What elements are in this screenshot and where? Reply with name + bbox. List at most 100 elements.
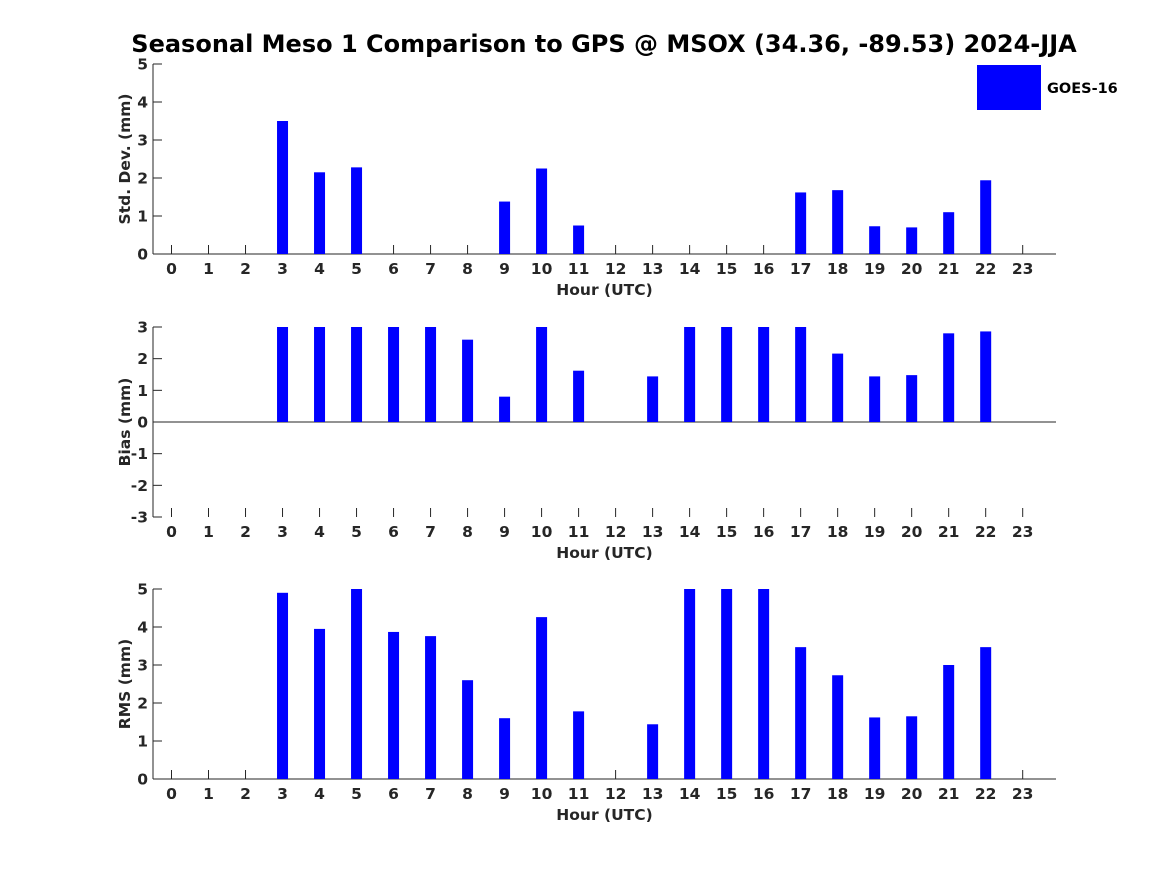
- x-tick-label: 15: [716, 785, 738, 803]
- x-tick-label: 22: [975, 523, 997, 541]
- y-tick-label: 0: [137, 246, 148, 264]
- x-tick-label: 6: [388, 260, 399, 278]
- x-tick-label: 15: [716, 260, 738, 278]
- x-tick-label: 1: [203, 523, 214, 541]
- x-tick-label: 12: [605, 523, 627, 541]
- x-tick-label: 20: [901, 523, 923, 541]
- y-tick-label: -3: [131, 509, 148, 527]
- x-tick-label: 2: [240, 523, 251, 541]
- bar-rms-hour-16: [758, 589, 770, 779]
- bar-bias-hour-10: [536, 327, 548, 422]
- bar-rms-hour-21: [943, 665, 955, 779]
- x-tick-label: 9: [499, 523, 510, 541]
- x-tick-label: 12: [605, 785, 627, 803]
- x-tick-label: 2: [240, 260, 251, 278]
- y-tick-label: 3: [137, 319, 148, 337]
- bar-bias-hour-13: [647, 376, 659, 422]
- x-tick-label: 17: [790, 523, 812, 541]
- y-tick-label: -2: [131, 477, 148, 495]
- y-tick-label: 4: [137, 619, 148, 637]
- legend-label: GOES-16: [1047, 81, 1118, 97]
- bar-bias-hour-5: [351, 327, 363, 422]
- bar-rms-hour-6: [388, 631, 400, 779]
- bar-rms-hour-19: [869, 717, 881, 779]
- x-tick-label: 18: [827, 785, 849, 803]
- bar-rms-hour-7: [425, 636, 437, 779]
- x-tick-label: 8: [462, 785, 473, 803]
- x-tick-label: 19: [864, 785, 886, 803]
- x-tick-label: 23: [1012, 523, 1034, 541]
- bar-bias-hour-18: [832, 353, 844, 422]
- x-tick-label: 22: [975, 785, 997, 803]
- y-tick-label: 5: [137, 56, 148, 74]
- bar-rms-hour-11: [573, 711, 585, 779]
- bar-std-dev-hour-9: [499, 201, 511, 254]
- x-tick-label: 23: [1012, 260, 1034, 278]
- bar-std-dev-hour-22: [980, 180, 992, 254]
- y-tick-label: 1: [137, 382, 148, 400]
- x-tick-label: 13: [642, 260, 664, 278]
- x-tick-label: 8: [462, 260, 473, 278]
- bar-rms-hour-4: [314, 628, 326, 779]
- x-axis-label: Hour (UTC): [556, 281, 652, 299]
- bar-std-dev-hour-20: [906, 227, 918, 254]
- y-tick-label: -1: [131, 445, 148, 463]
- y-tick-label: 1: [137, 208, 148, 226]
- x-tick-label: 4: [314, 785, 325, 803]
- x-tick-label: 3: [277, 260, 288, 278]
- x-tick-label: 7: [425, 523, 436, 541]
- bar-rms-hour-14: [684, 589, 696, 779]
- bar-rms-hour-22: [980, 647, 992, 779]
- x-tick-label: 16: [753, 260, 775, 278]
- x-tick-label: 14: [679, 785, 701, 803]
- bar-bias-hour-14: [684, 327, 696, 422]
- legend: GOES-16: [977, 65, 1118, 110]
- x-tick-label: 0: [166, 785, 177, 803]
- x-tick-label: 0: [166, 260, 177, 278]
- bar-rms-hour-13: [647, 724, 659, 779]
- chart-title: Seasonal Meso 1 Comparison to GPS @ MSOX…: [131, 30, 1077, 58]
- x-tick-label: 16: [753, 785, 775, 803]
- bar-bias-hour-3: [277, 327, 289, 422]
- bar-rms-hour-10: [536, 617, 548, 779]
- x-tick-label: 10: [531, 523, 553, 541]
- x-tick-label: 10: [531, 785, 553, 803]
- y-tick-label: 1: [137, 733, 148, 751]
- bar-rms-hour-20: [906, 716, 918, 779]
- x-tick-label: 22: [975, 260, 997, 278]
- bar-bias-hour-17: [795, 327, 807, 422]
- y-tick-label: 5: [137, 581, 148, 599]
- x-tick-label: 13: [642, 523, 664, 541]
- x-tick-label: 5: [351, 785, 362, 803]
- bar-rms-hour-17: [795, 647, 807, 779]
- x-tick-label: 21: [938, 523, 960, 541]
- y-tick-label: 2: [137, 350, 148, 368]
- y-tick-label: 0: [137, 771, 148, 789]
- x-tick-label: 15: [716, 523, 738, 541]
- y-tick-label: 4: [137, 94, 148, 112]
- y-tick-label: 3: [137, 132, 148, 150]
- bar-rms-hour-3: [277, 592, 289, 779]
- x-tick-label: 6: [388, 785, 399, 803]
- x-tick-label: 8: [462, 523, 473, 541]
- bar-bias-hour-20: [906, 375, 918, 422]
- bar-bias-hour-19: [869, 376, 881, 422]
- x-tick-label: 17: [790, 260, 812, 278]
- x-tick-label: 21: [938, 785, 960, 803]
- x-tick-label: 11: [568, 260, 590, 278]
- x-tick-label: 4: [314, 523, 325, 541]
- bar-rms-hour-8: [462, 680, 474, 779]
- y-axis-label: Bias (mm): [116, 378, 134, 467]
- bar-rms-hour-9: [499, 718, 511, 779]
- x-tick-label: 18: [827, 523, 849, 541]
- x-tick-label: 9: [499, 260, 510, 278]
- x-tick-label: 13: [642, 785, 664, 803]
- bar-bias-hour-21: [943, 333, 955, 422]
- x-tick-label: 16: [753, 523, 775, 541]
- x-tick-label: 1: [203, 785, 214, 803]
- bar-std-dev-hour-5: [351, 167, 363, 254]
- x-tick-label: 19: [864, 260, 886, 278]
